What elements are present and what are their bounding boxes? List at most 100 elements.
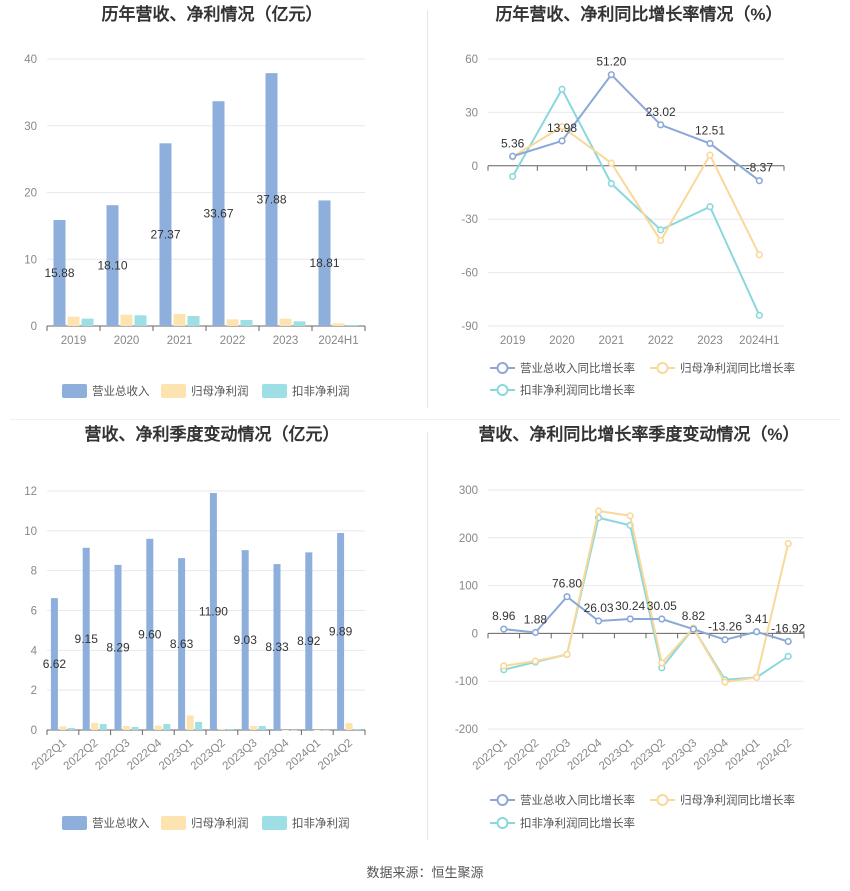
y-tick-label: -200 [455,724,478,736]
y-tick-label: 30 [24,121,37,133]
bar-net-profit [226,319,239,326]
bar-data-label: 37.88 [256,193,286,207]
line-point [784,637,792,646]
line-data-label: 30.05 [647,599,677,613]
bar-deducted-profit [354,729,362,730]
bar-deducted-profit [81,318,94,326]
legend-label: 扣非净利润同比增长率 [520,816,635,830]
y-tick-label: 60 [465,54,478,66]
line-data-label: 3.41 [745,612,769,626]
y-tick-label: 10 [24,254,37,266]
y-tick-label: 100 [459,581,478,593]
legend-swatch [62,384,87,398]
bar-net-profit [154,725,162,730]
x-tick-label: 2022Q2 [62,737,101,773]
line-point [500,662,508,670]
x-tick-label: 2023Q3 [660,737,699,773]
line-point [721,678,729,686]
bar-revenue [273,564,281,730]
y-tick-label: -100 [455,676,478,688]
line-point [607,180,615,188]
annual-growth-rate-line-chart: 历年营收、净利同比增长率情况（%） 60 30 0 -30 -60 -90 5.36 13.98… [461,4,795,397]
chart-title: 营收、净利同比增长率季度变动情况（%） [478,424,799,444]
x-tick-label: 2020 [549,335,575,347]
legend-label: 营业总收入 [92,384,150,398]
y-tick-label: -90 [461,321,478,333]
bar-data-label: 15.88 [44,266,74,280]
y-tick-label: 300 [459,485,478,497]
line-point [784,652,792,660]
bar-revenue [209,492,217,730]
y-tick-label: 30 [465,107,478,119]
legend-swatch [262,816,287,830]
bar-data-label: 8.33 [265,640,289,654]
bar-data-label: 27.37 [150,228,180,242]
legend-marker [496,384,509,396]
line-point [689,625,698,633]
x-tick-label: 2024Q2 [755,737,794,773]
bar-revenue [106,205,119,326]
bar-net-profit [218,728,226,730]
line-point [784,539,792,548]
line-deducted-profit-growth [511,87,761,316]
x-tick-label: 2021 [599,335,625,347]
x-tick-label: 2022 [220,335,246,347]
y-tick-label: 4 [31,645,38,657]
y-tick-label: 8 [31,566,37,578]
x-tick-label: 2022 [648,335,674,347]
line-point [563,650,571,659]
bar-deducted-profit [258,726,266,730]
x-tick-label: 2023Q2 [189,737,228,773]
bar-net-profit [345,723,353,730]
bar-deducted-profit [131,727,139,730]
x-tick-label: 2024H1 [318,335,358,347]
bar-net-profit [250,726,258,730]
x-tick-label: 2022Q3 [93,737,132,773]
x-tick-label: 2022Q2 [502,737,541,773]
y-tick-label: 0 [31,725,37,737]
x-tick-label: 2019 [500,335,526,347]
line-point [509,172,517,181]
legend-label: 归母净利润 [191,816,249,830]
x-tick-label: 2024Q1 [723,737,762,773]
line-data-label: -16.92 [771,621,805,635]
line-point [755,251,763,259]
bar-deducted-profit [195,722,203,730]
y-tick-label: 40 [24,54,37,66]
bar-data-label: 8.63 [170,637,194,651]
bar-net-profit [279,318,292,326]
line-point [753,628,761,636]
y-tick-label: 10 [24,526,37,538]
line-point [658,659,666,667]
line-point [607,159,615,167]
line-point [721,636,729,644]
bar-net-profit [173,313,186,326]
bar-data-label: 9.03 [234,633,258,647]
x-tick-label: 2019 [61,335,87,347]
quarterly-revenue-profit-bar-chart: 营收、净利季度变动情况（亿元） 0 2 4 6 8 10 12 6.62 9.15 8.29 9.60… [24,424,366,830]
legend-marker [496,794,509,806]
data-source-footer: 数据来源：恒生聚源 [366,866,484,881]
bar-revenue [82,547,90,730]
line-point [657,236,665,245]
line-point [706,151,714,159]
line-data-label: 5.36 [501,136,525,150]
legend-label: 营业总收入 [92,816,150,830]
bar-data-label: 11.90 [199,604,228,618]
bar-net-profit [313,730,321,731]
line-data-label: -8.37 [746,161,774,175]
bar-data-label: 18.81 [309,256,339,270]
y-tick-label: -30 [461,214,478,226]
line-point [558,85,566,93]
x-tick-label: 2022Q3 [534,737,573,773]
bar-deducted-profit [226,729,234,730]
legend-label: 扣非净利润同比增长率 [520,383,635,397]
y-tick-label: 20 [24,188,37,200]
bar-deducted-profit [290,730,298,731]
bar-data-label: 6.62 [43,657,67,671]
bar-revenue [265,73,278,326]
bar-data-label: 9.15 [75,632,99,646]
line-revenue-growth [503,595,789,643]
line-point [595,507,603,515]
